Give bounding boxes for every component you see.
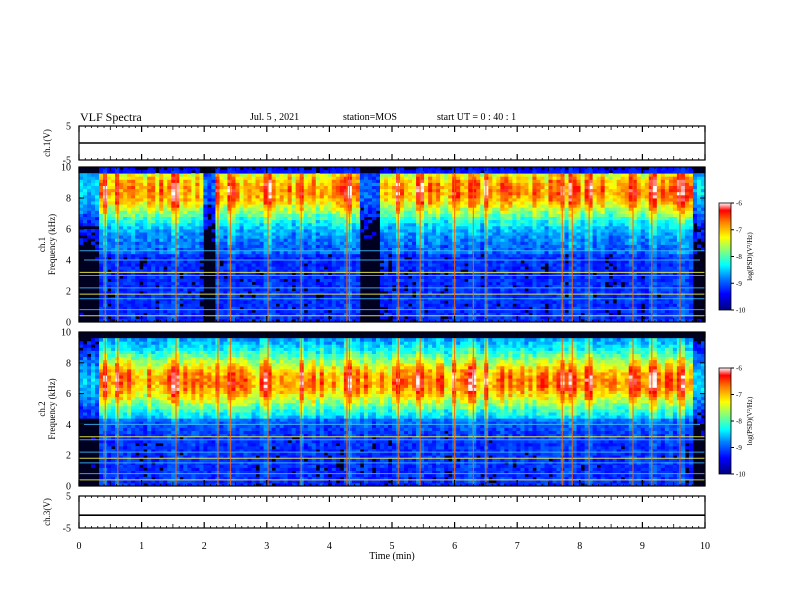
axes-layer — [78, 125, 734, 529]
chart-title: VLF Spectra — [80, 110, 142, 124]
ch2-spectrogram — [79, 332, 706, 487]
ch1-waveform-ytick-label: -5 — [63, 156, 71, 167]
ch1-colorbar-tick-label: -7 — [736, 226, 742, 234]
x-axis-label: Time (min) — [369, 551, 414, 562]
ch1-spectrogram-ytick-label: 0 — [66, 318, 71, 329]
x-tick-label: 9 — [640, 541, 645, 552]
ch1-spectrogram-ytick-label: 2 — [66, 287, 71, 298]
ch2-colorbar-tick-label: -6 — [736, 365, 742, 373]
x-tick-label: 1 — [139, 541, 144, 552]
ch2-spectrogram-ytick-label: 0 — [66, 482, 71, 493]
ch1-colorbar-tick-label: -9 — [736, 280, 742, 288]
x-tick-label: 5 — [390, 541, 395, 552]
ch1-spectrogram — [79, 167, 706, 323]
ch2-spectrogram-ytick-label: 6 — [66, 389, 71, 400]
ch2-spectrogram-ytick-label: 10 — [61, 328, 71, 339]
ch1-waveform-ylabel: ch.1(V) — [42, 129, 52, 157]
x-tick-label: 0 — [77, 541, 82, 552]
ch2-spectrogram-ytick-label: 2 — [66, 451, 71, 462]
ch3-waveform-ytick-label: -5 — [63, 524, 71, 535]
ch2-spectrogram-ylabel: ch.2 — [37, 401, 47, 416]
station-label: station=MOS — [343, 112, 397, 123]
ch1-waveform-ytick-label: 5 — [66, 122, 71, 133]
x-tick-label: 3 — [264, 541, 269, 552]
ch2-colorbar — [718, 367, 732, 475]
x-tick-label: 8 — [577, 541, 582, 552]
ch1-colorbar — [718, 202, 732, 311]
x-tick-label: 10 — [700, 541, 710, 552]
ch1-spectrogram-ytick-label: 8 — [66, 194, 71, 205]
ch2-colorbar-tick-label: -7 — [736, 391, 742, 399]
x-tick-label: 7 — [515, 541, 520, 552]
x-tick-label: 2 — [202, 541, 207, 552]
ch2-spectrogram-ytick-label: 8 — [66, 358, 71, 369]
ch1-spectrogram-ytick-label: 6 — [66, 225, 71, 236]
start-time-label: start UT = 0 : 40 : 1 — [437, 112, 517, 123]
ch1-colorbar-tick-label: -6 — [736, 200, 742, 208]
ch2-spectrogram-ylabel: Frequency (kHz) — [47, 378, 57, 439]
ch3-waveform-ytick-label: 5 — [66, 492, 71, 503]
ch2-colorbar-label: log(PSD)(V²/Hz) — [746, 396, 754, 445]
ch1-spectrogram-ytick-label: 4 — [66, 256, 71, 267]
ch2-colorbar-tick-label: -10 — [736, 471, 746, 479]
ch1-colorbar-tick-label: -8 — [736, 253, 742, 261]
x-tick-label: 4 — [327, 541, 332, 552]
ch2-colorbar-tick-label: -9 — [736, 444, 742, 452]
ch3-waveform-ylabel: ch.3(V) — [42, 498, 52, 526]
ch1-spectrogram-ytick-label: 10 — [61, 163, 71, 174]
ch2-spectrogram-ytick-label: 4 — [66, 420, 71, 431]
x-tick-label: 6 — [452, 541, 457, 552]
ch2-colorbar-tick-label: -8 — [736, 418, 742, 426]
ch1-spectrogram-ylabel: Frequency (kHz) — [47, 214, 57, 275]
ch1-colorbar-tick-label: -10 — [736, 307, 746, 315]
ch1-colorbar-label: log(PSD)(V²/Hz) — [746, 232, 754, 281]
ch1-spectrogram-ylabel: ch.1 — [37, 237, 47, 252]
date-label: Jul. 5 , 2021 — [250, 112, 300, 123]
